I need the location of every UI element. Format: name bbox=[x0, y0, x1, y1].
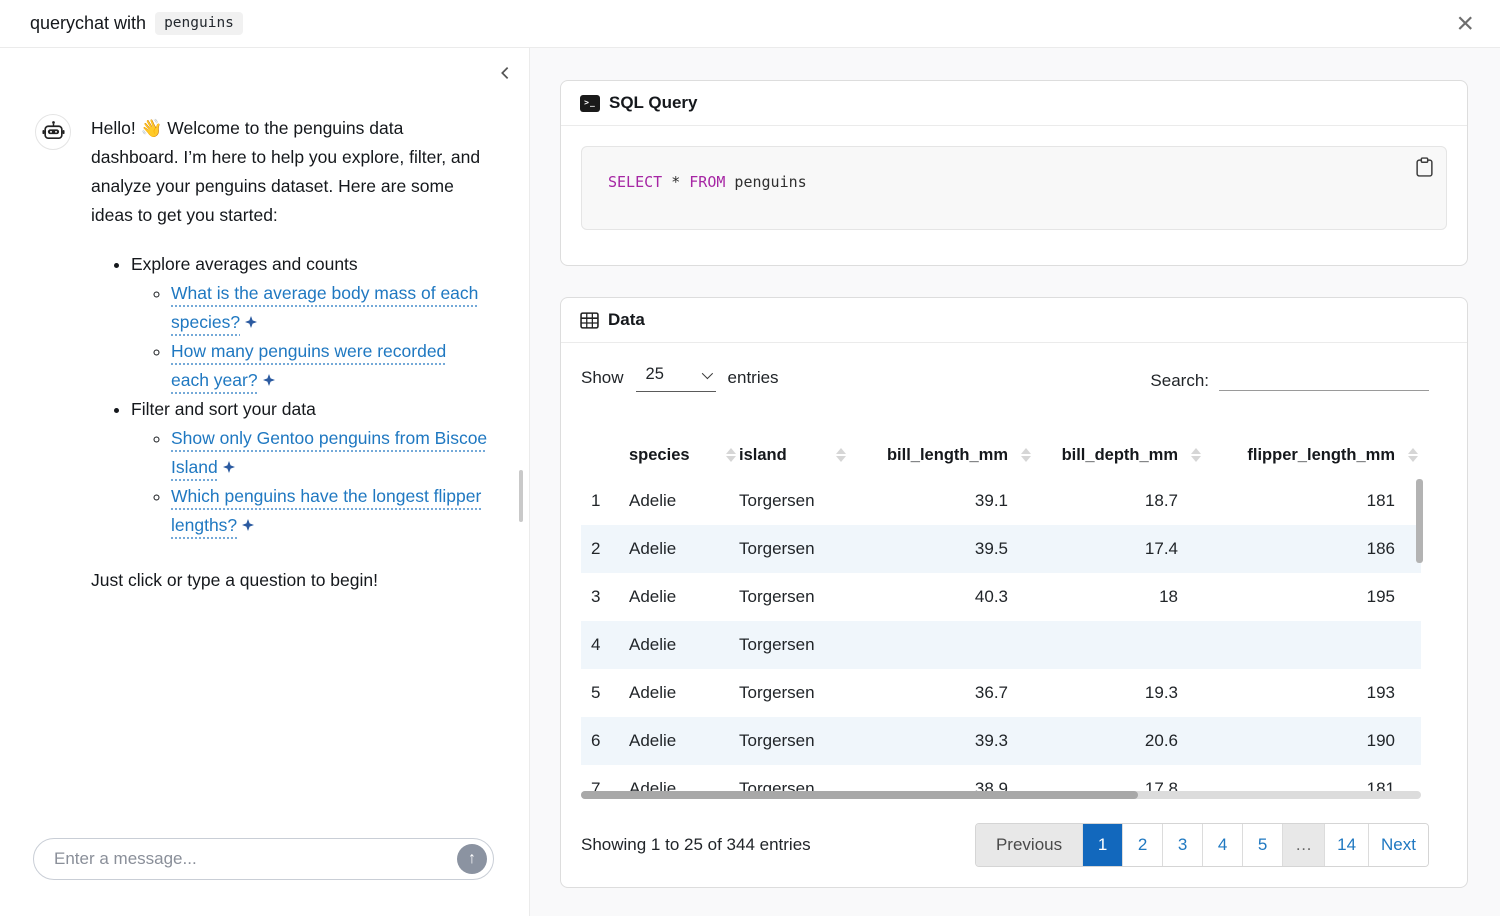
pagination-page-1[interactable]: 1 bbox=[1082, 824, 1123, 866]
section-label: Filter and sort your data bbox=[131, 399, 316, 419]
list-item: Show only Gentoo penguins from Biscoe Is… bbox=[171, 424, 489, 482]
sort-icon bbox=[726, 448, 736, 462]
suggestion-link[interactable]: What is the average body mass of each sp… bbox=[171, 283, 478, 332]
robot-avatar bbox=[35, 114, 71, 150]
sort-icon bbox=[1191, 448, 1201, 462]
pagination-next[interactable]: Next bbox=[1368, 824, 1428, 866]
sql-keyword: FROM bbox=[689, 173, 726, 191]
data-table-wrapper: species island bill_length_mm bill_depth… bbox=[581, 433, 1447, 799]
pagination-previous[interactable]: Previous bbox=[975, 824, 1083, 866]
close-icon[interactable]: × bbox=[1456, 6, 1474, 40]
suggestion-link[interactable]: How many penguins were recorded each yea… bbox=[171, 341, 446, 390]
sql-table-name: penguins bbox=[725, 173, 807, 191]
rownum-header bbox=[581, 433, 629, 477]
entries-select-value: 25 bbox=[645, 365, 664, 383]
main-panel: >_ SQL Query SELECT * FROM penguins Data… bbox=[530, 48, 1500, 916]
robot-icon bbox=[41, 120, 65, 139]
sidebar-scrollbar[interactable] bbox=[519, 470, 523, 522]
entries-select[interactable]: 25 bbox=[635, 363, 716, 392]
table-row[interactable]: 4 Adelie Torgersen bbox=[581, 621, 1421, 669]
page-title: querychat with penguins bbox=[30, 12, 243, 35]
sql-card-title: SQL Query bbox=[609, 93, 698, 112]
pagination-ellipsis: … bbox=[1282, 824, 1325, 866]
search-input[interactable] bbox=[1219, 363, 1429, 391]
sparkle-icon bbox=[222, 453, 235, 482]
copy-button[interactable] bbox=[1416, 157, 1433, 180]
table-row[interactable]: 1 Adelie Torgersen 39.1 18.7 181 bbox=[591, 491, 1395, 510]
greeting-text: Hello! 👋 Welcome to the penguins data da… bbox=[91, 118, 481, 225]
send-button[interactable]: ↑ bbox=[457, 844, 487, 874]
table-controls: Show 25 entries Search: bbox=[581, 363, 1447, 401]
list-item: How many penguins were recorded each yea… bbox=[171, 337, 489, 395]
list-item: What is the average body mass of each sp… bbox=[171, 279, 489, 337]
show-label: Show bbox=[581, 367, 624, 387]
table-horizontal-scrollbar[interactable] bbox=[581, 791, 1421, 799]
closing-text: Just click or type a question to begin! bbox=[91, 570, 378, 590]
page-title-text: querychat with bbox=[30, 13, 147, 33]
sort-icon bbox=[1408, 448, 1418, 462]
chevron-left-icon bbox=[501, 67, 509, 79]
column-header-island[interactable]: island bbox=[739, 433, 849, 477]
chevron-down-icon bbox=[701, 367, 713, 379]
data-card-header: Data bbox=[561, 298, 1467, 343]
sparkle-icon bbox=[245, 308, 258, 337]
chat-message-input[interactable] bbox=[54, 849, 457, 869]
data-card-body: Show 25 entries Search: bbox=[561, 343, 1467, 887]
pagination-page-5[interactable]: 5 bbox=[1242, 824, 1283, 866]
sql-keyword: SELECT bbox=[608, 173, 663, 191]
assistant-message: Hello! 👋 Welcome to the penguins data da… bbox=[35, 114, 489, 595]
entries-label: entries bbox=[727, 367, 779, 387]
search-control: Search: bbox=[1150, 363, 1447, 391]
data-table: species island bill_length_mm bill_depth… bbox=[581, 433, 1421, 799]
sql-query-card: >_ SQL Query SELECT * FROM penguins bbox=[560, 80, 1468, 266]
suggestion-link[interactable]: Which penguins have the longest flipper … bbox=[171, 486, 481, 535]
title-bar: querychat with penguins × bbox=[0, 0, 1500, 48]
sidebar-collapse-button[interactable] bbox=[498, 65, 513, 86]
data-card: Data Show 25 entries Search: bbox=[560, 297, 1468, 888]
dataset-name-chip: penguins bbox=[155, 12, 243, 35]
list-item: Filter and sort your data Show only Gent… bbox=[131, 395, 489, 540]
table-header-row: species island bill_length_mm bill_depth… bbox=[581, 433, 1421, 477]
column-header-flipper-length[interactable]: flipper_length_mm bbox=[1204, 433, 1421, 477]
table-row[interactable]: 2 Adelie Torgersen 39.5 17.4 186 bbox=[581, 525, 1421, 573]
pagination-page-3[interactable]: 3 bbox=[1162, 824, 1203, 866]
column-header-species[interactable]: species bbox=[629, 433, 739, 477]
page-length-control: Show 25 entries bbox=[581, 363, 779, 392]
table-info: Showing 1 to 25 of 344 entries bbox=[581, 835, 811, 854]
scrollbar-thumb[interactable] bbox=[581, 791, 1138, 799]
section-label: Explore averages and counts bbox=[131, 254, 358, 274]
table-vertical-scrollbar[interactable] bbox=[1416, 479, 1423, 563]
pagination-page-4[interactable]: 4 bbox=[1202, 824, 1243, 866]
column-header-bill-depth[interactable]: bill_depth_mm bbox=[1034, 433, 1204, 477]
table-row[interactable]: 3 Adelie Torgersen 40.3 18 195 bbox=[591, 587, 1395, 606]
list-item: Explore averages and counts What is the … bbox=[131, 250, 489, 395]
clipboard-icon bbox=[1416, 157, 1433, 177]
terminal-icon: >_ bbox=[580, 94, 600, 112]
list-item: Which penguins have the longest flipper … bbox=[171, 482, 489, 540]
search-label: Search: bbox=[1150, 371, 1209, 390]
chat-input-container: ↑ bbox=[33, 838, 494, 880]
sparkle-icon bbox=[242, 511, 255, 540]
pagination-page-14[interactable]: 14 bbox=[1324, 824, 1369, 866]
suggestion-list: Explore averages and counts What is the … bbox=[91, 250, 489, 540]
sql-card-header: >_ SQL Query bbox=[561, 81, 1467, 126]
pagination-page-2[interactable]: 2 bbox=[1122, 824, 1163, 866]
pagination: Previous 1 2 3 4 5 … 14 Next bbox=[974, 823, 1429, 867]
suggestion-link[interactable]: Show only Gentoo penguins from Biscoe Is… bbox=[171, 428, 487, 477]
sort-icon bbox=[1021, 448, 1031, 462]
sql-code-block: SELECT * FROM penguins bbox=[581, 146, 1447, 230]
data-card-title: Data bbox=[608, 310, 645, 329]
table-footer: Showing 1 to 25 of 344 entries Previous … bbox=[581, 823, 1447, 867]
table-icon bbox=[580, 311, 599, 329]
chat-sidebar: Hello! 👋 Welcome to the penguins data da… bbox=[0, 48, 530, 916]
table-row[interactable]: 5 Adelie Torgersen 36.7 19.3 193 bbox=[591, 683, 1395, 702]
table-row[interactable]: 6 Adelie Torgersen 39.3 20.6 190 bbox=[581, 717, 1421, 765]
sort-icon bbox=[836, 448, 846, 462]
sql-card-body: SELECT * FROM penguins bbox=[561, 126, 1467, 250]
sparkle-icon bbox=[262, 366, 275, 395]
sql-operator: * bbox=[662, 173, 690, 191]
column-header-bill-length[interactable]: bill_length_mm bbox=[849, 433, 1034, 477]
chat-message-area: Hello! 👋 Welcome to the penguins data da… bbox=[0, 108, 529, 806]
